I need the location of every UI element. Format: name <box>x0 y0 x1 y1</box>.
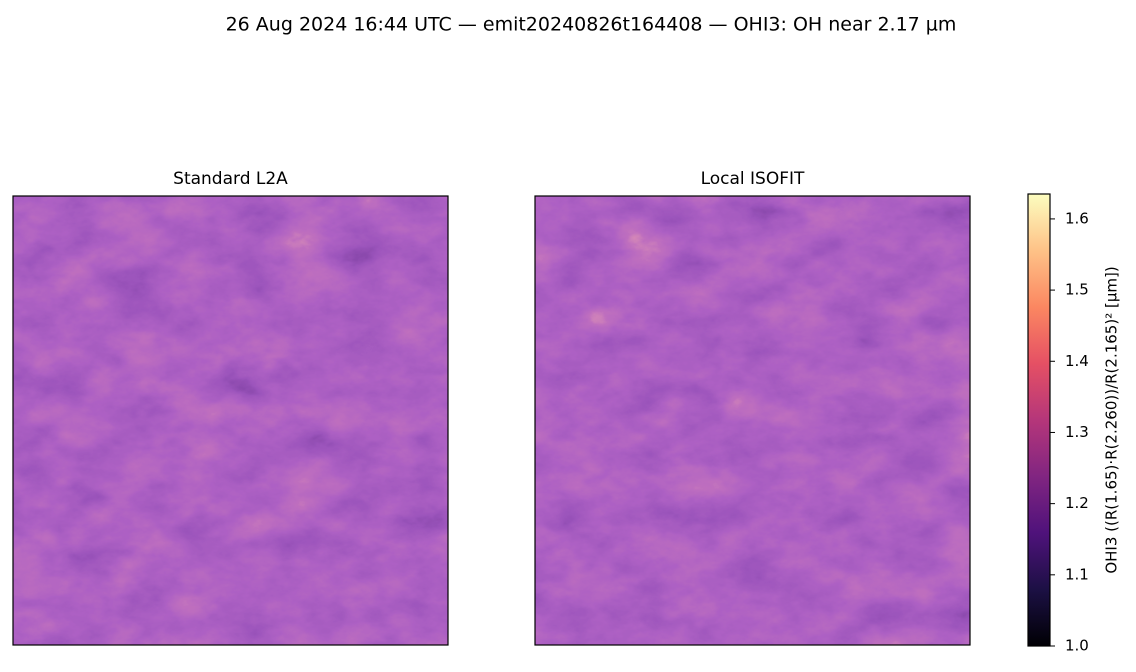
panel-title: Local ISOFIT <box>701 169 805 189</box>
panel-frame <box>12 195 449 646</box>
colorbar-bar <box>1027 193 1051 647</box>
tick-label: 1.1 <box>1065 565 1089 583</box>
tick-label: 1.0 <box>1065 637 1089 655</box>
image <box>13 196 448 645</box>
panel-frame <box>534 195 971 646</box>
panels: Standard L2A Local ISOFIT <box>12 169 971 646</box>
colorbar-label: OHI3 ((R(1.65)·R(2.260))/R(2.165)² [µm]) <box>1103 266 1121 573</box>
tick-label: 1.5 <box>1065 281 1089 299</box>
panel-title: Standard L2A <box>173 169 288 189</box>
image <box>535 196 970 645</box>
tick-label: 1.2 <box>1065 494 1089 512</box>
colorbar: 1.0 1.1 1.2 1.3 1.4 1.5 1.6 OHI3 ((R(1.65)·R(2.… <box>1027 193 1121 655</box>
tick-label: 1.3 <box>1065 423 1089 441</box>
figure-title: 26 Aug 2024 16:44 UTC — emit20240826t164… <box>226 14 957 36</box>
tick-label: 1.4 <box>1065 352 1089 370</box>
tick-label: 1.6 <box>1065 209 1089 227</box>
